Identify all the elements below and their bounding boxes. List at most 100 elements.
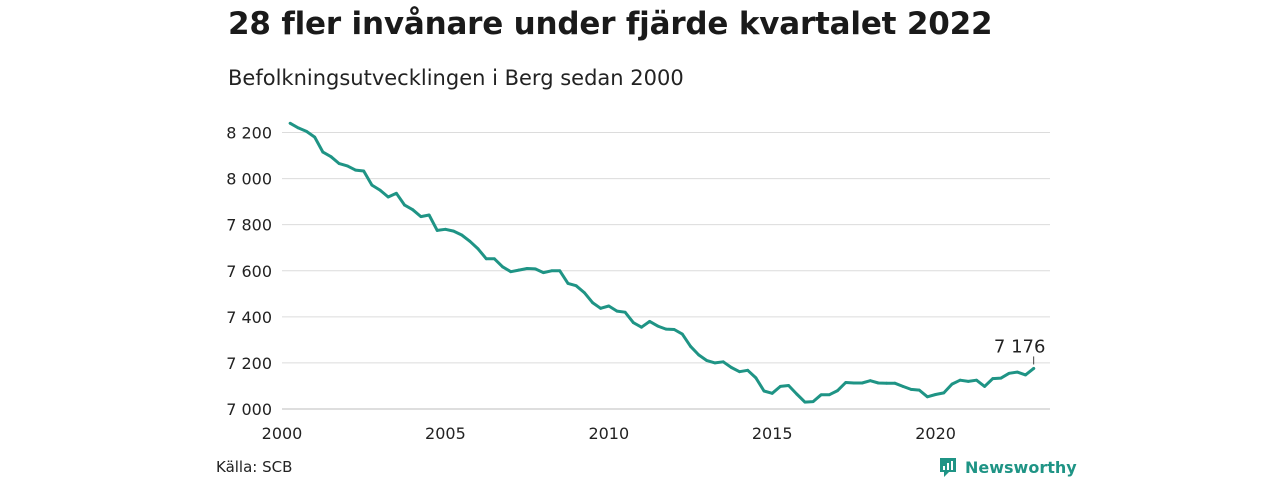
data-point <box>362 169 366 173</box>
data-point <box>778 385 782 388</box>
data-point <box>345 164 349 168</box>
data-point <box>836 389 839 392</box>
data-point <box>288 121 292 125</box>
data-point <box>321 150 325 154</box>
data-point <box>558 269 562 273</box>
source-note: Källa: SCB <box>216 458 293 476</box>
chart-subtitle: Befolkningsutvecklingen i Berg sedan 200… <box>228 66 684 90</box>
data-point <box>403 203 406 207</box>
data-point <box>1024 373 1027 377</box>
data-point <box>754 376 758 380</box>
data-point <box>378 188 382 192</box>
data-point <box>631 321 635 324</box>
data-point <box>705 359 709 363</box>
data-point <box>305 129 308 133</box>
data-point <box>640 325 643 329</box>
data-point <box>672 328 676 331</box>
data-point <box>803 400 807 404</box>
data-point <box>525 267 529 270</box>
data-point <box>1015 370 1019 374</box>
data-point <box>787 384 790 387</box>
data-point <box>999 376 1003 380</box>
data-point <box>868 379 872 383</box>
data-point <box>370 183 374 187</box>
x-axis-ticks: 2000 2005 2010 2015 2020 <box>262 424 956 443</box>
data-point <box>844 381 848 384</box>
data-point <box>811 400 815 404</box>
x-tick-label: 2000 <box>262 424 303 443</box>
data-point <box>762 389 766 393</box>
data-point <box>599 306 603 310</box>
x-tick-label: 2005 <box>425 424 466 443</box>
data-point <box>877 381 880 385</box>
data-point <box>329 155 333 159</box>
data-point <box>574 284 578 288</box>
data-point <box>885 381 888 385</box>
data-point <box>729 366 733 369</box>
data-point <box>566 282 570 285</box>
data-point <box>738 370 741 374</box>
data-point <box>713 361 717 365</box>
data-point <box>893 381 897 385</box>
data-point <box>468 239 472 243</box>
y-tick-label: 7 000 <box>226 400 272 419</box>
data-point <box>991 377 995 380</box>
end-value-label: 7 176 <box>994 336 1046 357</box>
y-tick-label: 7 200 <box>226 354 272 373</box>
x-tick-label: 2020 <box>915 424 956 443</box>
data-point <box>419 215 423 219</box>
data-point <box>533 267 537 271</box>
data-point <box>680 332 684 336</box>
data-point <box>860 381 864 385</box>
data-point <box>909 388 913 391</box>
data-point <box>746 368 750 372</box>
data-point <box>975 378 978 382</box>
data-point <box>394 191 398 195</box>
data-point <box>435 229 439 232</box>
data-point <box>452 229 455 233</box>
data-point <box>656 324 660 328</box>
chart-title: 28 fler invånare under fjärde kvartalet … <box>228 6 993 42</box>
data-point <box>795 392 799 396</box>
data-point <box>623 310 627 314</box>
data-point <box>542 271 545 275</box>
data-point <box>958 378 962 382</box>
data-point <box>770 391 774 395</box>
data-point <box>1007 371 1011 375</box>
y-tick-label: 8 200 <box>226 124 272 143</box>
data-point <box>460 233 464 237</box>
y-tick-label: 7 400 <box>226 308 272 327</box>
data-point <box>689 344 692 348</box>
data-point <box>517 268 521 272</box>
data-point <box>1032 367 1036 370</box>
y-tick-label: 8 000 <box>226 170 272 189</box>
data-point <box>476 247 480 251</box>
data-points <box>288 121 1036 404</box>
data-point <box>509 270 513 274</box>
y-axis-ticks: 7 000 7 200 7 400 7 600 7 800 8 000 8 200 <box>226 124 272 419</box>
data-point <box>934 393 938 396</box>
data-point <box>591 301 594 304</box>
population-line <box>288 121 1036 404</box>
data-point <box>582 291 586 295</box>
brand: Newsworthy <box>938 456 1077 478</box>
data-point <box>493 257 496 261</box>
data-point <box>966 379 970 383</box>
data-point <box>607 304 611 308</box>
data-point <box>648 320 652 323</box>
data-point <box>313 135 317 139</box>
data-point <box>664 327 668 331</box>
data-point <box>819 393 823 397</box>
x-tick-label: 2010 <box>588 424 629 443</box>
data-point <box>983 385 987 388</box>
data-point <box>926 395 929 399</box>
data-point <box>411 208 415 212</box>
data-point <box>427 213 431 217</box>
data-point <box>852 381 856 385</box>
data-point <box>917 388 921 392</box>
y-tick-label: 7 600 <box>226 262 272 281</box>
newsworthy-logo-icon <box>940 458 956 477</box>
data-point <box>550 269 554 273</box>
gridlines <box>282 132 1050 410</box>
